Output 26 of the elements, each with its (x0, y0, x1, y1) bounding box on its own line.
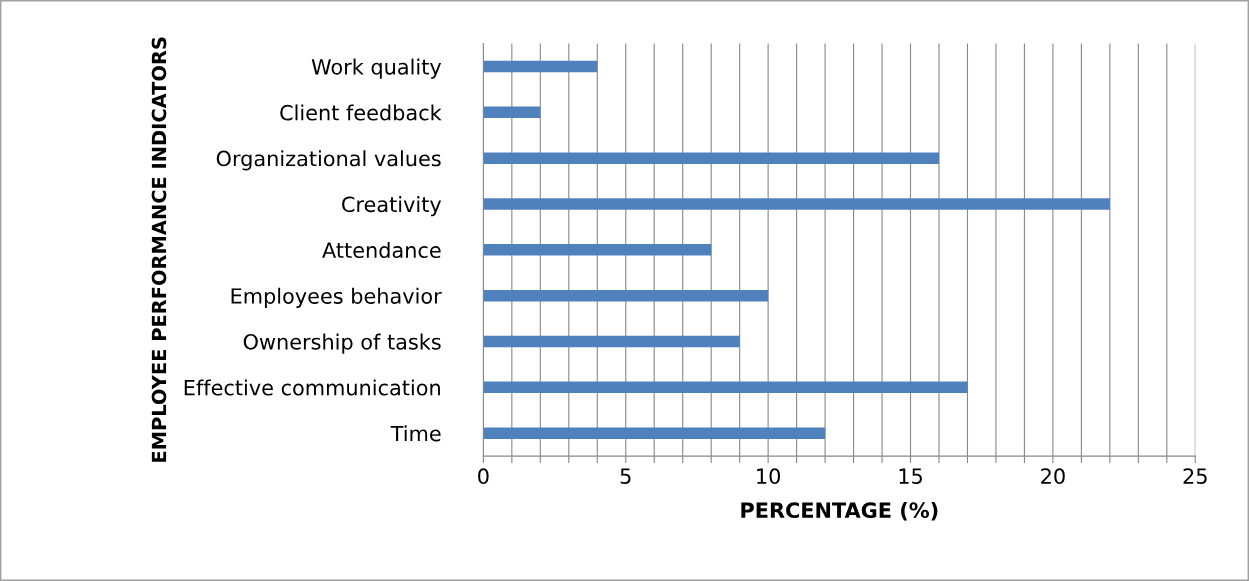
bar (483, 60, 598, 73)
bar (483, 289, 769, 302)
y-tick-label: Ownership of tasks (243, 333, 441, 354)
y-tick-label: Work quality (311, 58, 442, 79)
bar (483, 244, 712, 256)
x-tick-label: 25 (1183, 468, 1207, 485)
x-tick-label: 10 (757, 468, 781, 485)
x-tick-label: 0 (478, 468, 489, 485)
bar (483, 198, 1110, 210)
y-tick-label: Client feedback (280, 104, 442, 121)
y-tick-label: Organizational values (216, 150, 441, 171)
bar (483, 335, 740, 348)
x-tick-label: 15 (899, 468, 922, 485)
x-tick-label: 20 (1041, 468, 1065, 485)
bar (483, 152, 939, 164)
x-tick-label: 5 (620, 468, 631, 485)
y-tick-label: Effective communication (184, 379, 440, 396)
y-tick-label: Employees behavior (231, 287, 442, 308)
y-tick-label: Creativity (342, 196, 442, 217)
y-axis-title: EMPLOYEE PERFORMANCE INDICATORS (151, 37, 167, 462)
x-axis-title: PERCENTAGE (%) (741, 501, 938, 521)
bar (483, 427, 826, 439)
bar (483, 381, 968, 394)
bar (483, 106, 541, 119)
y-tick-label: Attendance (322, 241, 441, 259)
y-tick-label: Time (390, 425, 441, 442)
